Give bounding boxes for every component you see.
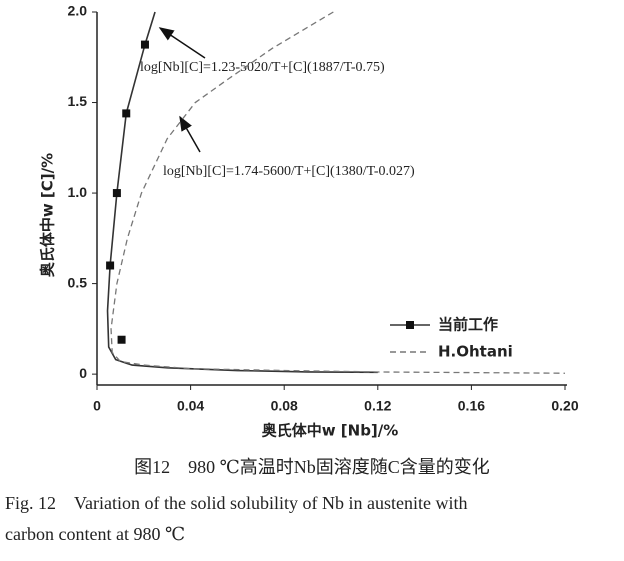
annotation: log[Nb][C]=1.74-5600/T+[C](1380/T-0.027) [163,164,415,179]
x-tick-label: 0.20 [551,398,578,414]
y-tick-label: 1.5 [68,93,88,109]
y-tick-label: 0.5 [68,274,88,290]
x-tick-label: 0 [93,398,101,414]
legend-marker [406,321,414,329]
x-tick-label: 0.12 [364,398,391,414]
data-point [112,189,121,198]
y-tick-label: 1.0 [68,184,88,200]
y-axis-label: 奥氏体中w [C]/% [39,153,57,277]
legend-label: H.Ohtani [438,343,513,361]
data-point [117,335,126,344]
x-tick-label: 0.04 [177,398,204,414]
y-tick-label: 2.0 [68,3,88,19]
annotation-arrow [179,115,201,153]
data-point [122,109,131,118]
x-tick-label: 0.16 [458,398,485,414]
series-line [110,11,566,374]
annotation-arrow [158,27,206,59]
annotation: log[Nb][C]=1.23-5020/T+[C](1887/T-0.75) [140,60,385,75]
y-tick-label: 0 [79,365,87,381]
x-axis-label: 奥氏体中w [Nb]/% [262,422,399,440]
caption-en: carbon content at 980 ℃ [5,524,185,544]
x-tick-label: 0.08 [271,398,298,414]
data-point [140,40,149,49]
data-point [106,261,115,270]
caption-en: Fig. 12 Variation of the solid solubilit… [5,493,467,513]
legend-label: 当前工作 [438,316,498,334]
caption-cn: 图12 980 ℃高温时Nb固溶度随C含量的变化 [134,457,490,477]
